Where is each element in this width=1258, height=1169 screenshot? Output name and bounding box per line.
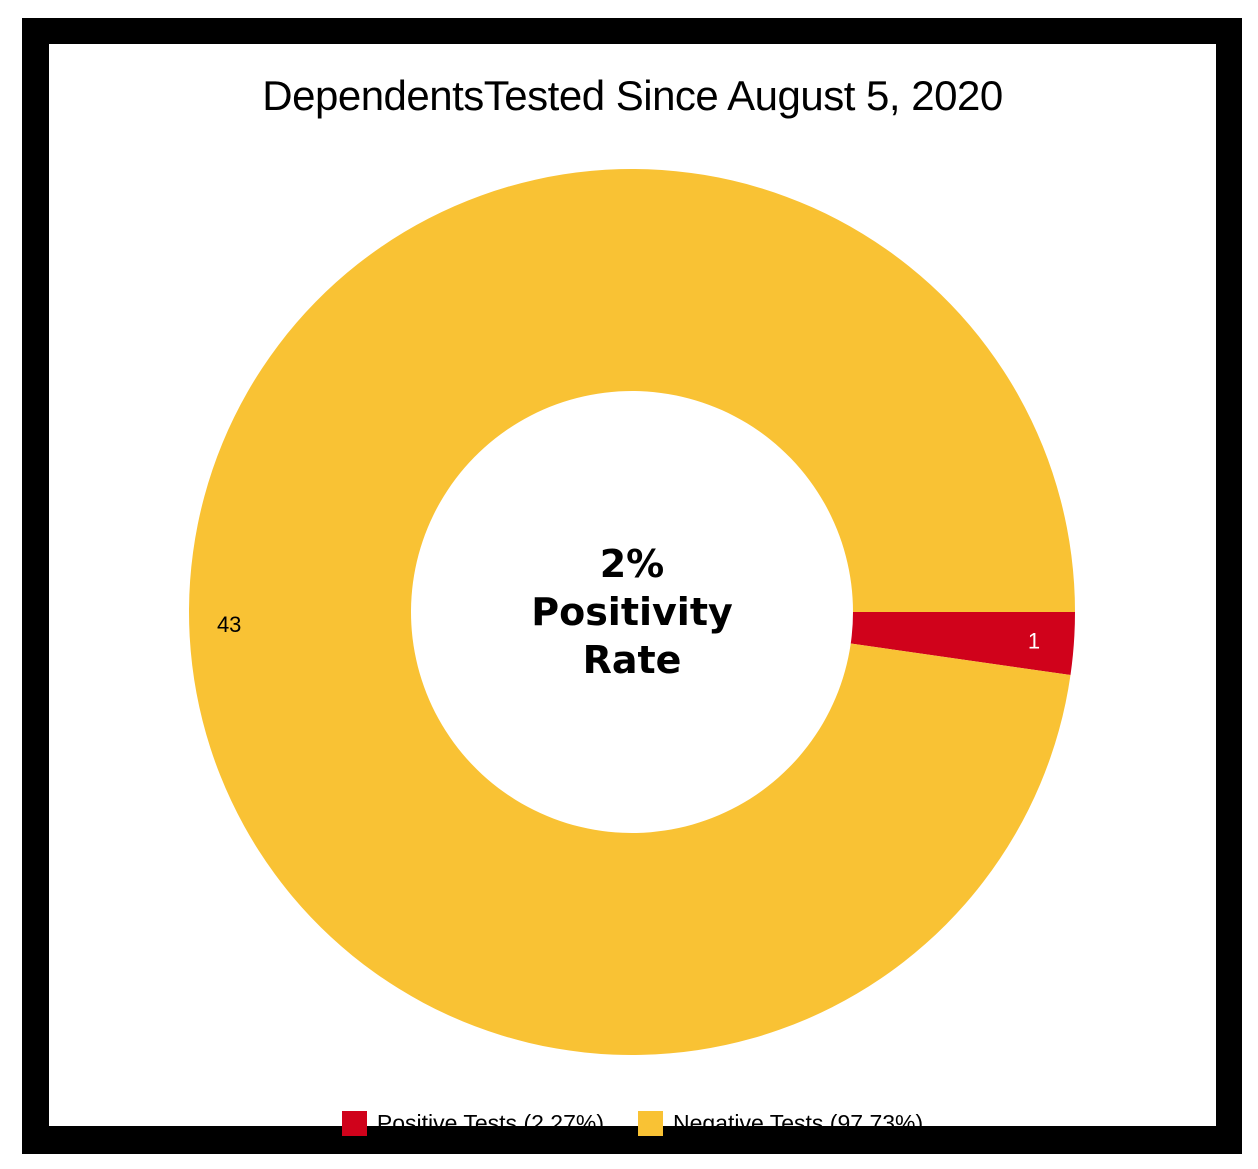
center-label-line-2: Positivity	[531, 590, 733, 634]
slice-positive[interactable]	[850, 612, 1075, 676]
legend-swatch-negative	[637, 1111, 663, 1136]
center-label: 2% Positivity Rate	[432, 540, 832, 684]
legend-item-negative[interactable]: Negative Tests (97.73%)	[637, 1110, 924, 1137]
center-label-line-3: Rate	[582, 638, 682, 682]
legend-swatch-positive	[341, 1111, 367, 1136]
chart-title: DependentsTested Since August 5, 2020	[262, 72, 1003, 119]
legend: Positive Tests (2.27%) Negative Tests (9…	[49, 1110, 1216, 1137]
data-label-positive: 1	[1028, 629, 1040, 654]
legend-item-positive[interactable]: Positive Tests (2.27%)	[341, 1110, 604, 1137]
center-label-line-1: 2%	[599, 542, 665, 586]
legend-label-negative: Negative Tests (97.73%)	[672, 1110, 924, 1136]
chart-panel: DependentsTested Since August 5, 2020 1 4…	[49, 44, 1216, 1136]
chart-frame: DependentsTested Since August 5, 2020 1 4…	[22, 18, 1242, 1154]
donut-chart: 1 43	[189, 168, 1075, 1055]
slice-negative[interactable]	[189, 168, 1075, 1055]
data-label-negative: 43	[217, 612, 241, 637]
legend-label-positive: Positive Tests (2.27%)	[376, 1110, 604, 1136]
